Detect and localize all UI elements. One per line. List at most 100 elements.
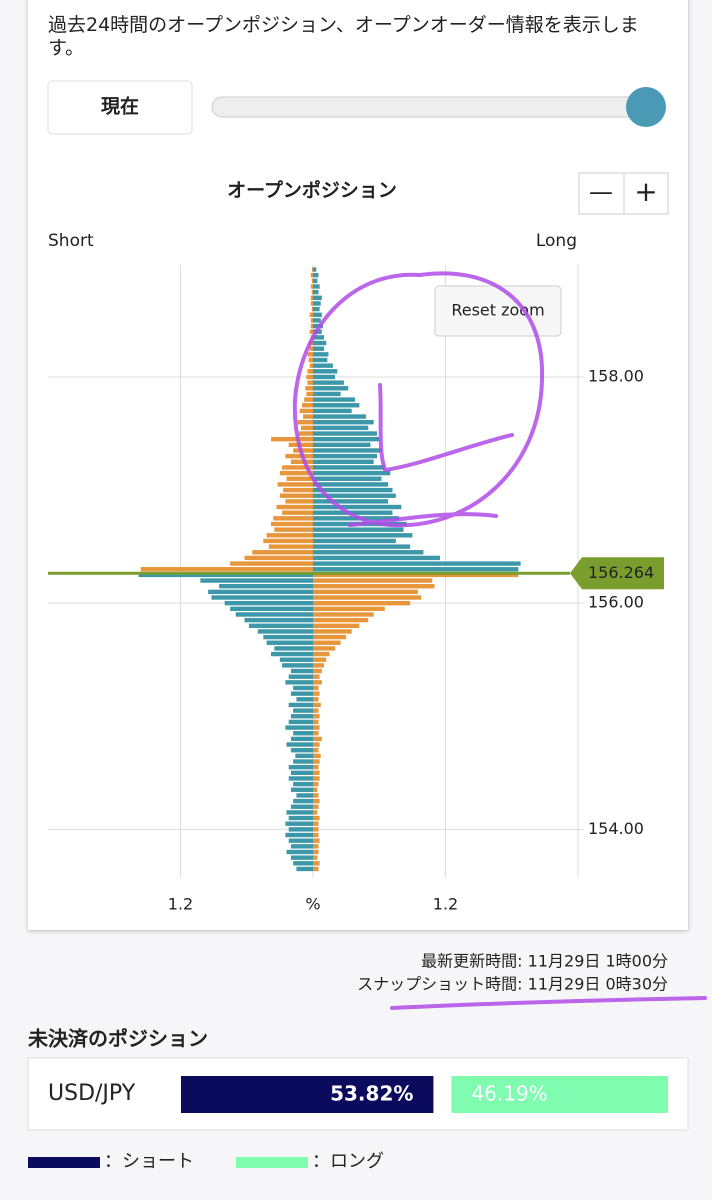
bar bbox=[313, 561, 521, 566]
snapshot-time: スナップショット時間: 11月29日 0時30分 bbox=[357, 975, 668, 994]
description: 過去24時間のオープンポジション、オープンオーダー情報を表示します。 bbox=[48, 14, 639, 59]
bar bbox=[313, 651, 330, 657]
bar bbox=[313, 397, 355, 402]
bar bbox=[313, 804, 319, 809]
bar bbox=[286, 476, 313, 481]
bar bbox=[283, 487, 313, 493]
bar bbox=[271, 436, 313, 442]
bar bbox=[313, 499, 389, 504]
bar bbox=[313, 759, 320, 764]
bar bbox=[313, 770, 320, 776]
bar bbox=[313, 510, 393, 515]
bar bbox=[290, 787, 313, 792]
zoom-in-button[interactable] bbox=[623, 172, 669, 215]
bar bbox=[313, 504, 402, 510]
bar bbox=[313, 674, 320, 679]
bar bbox=[313, 301, 321, 306]
bar bbox=[274, 527, 313, 532]
bar bbox=[293, 731, 313, 736]
bar bbox=[313, 680, 322, 685]
bar bbox=[271, 521, 313, 527]
bar bbox=[288, 702, 313, 708]
zoom-out-button[interactable] bbox=[578, 172, 625, 215]
bar bbox=[311, 278, 313, 284]
bar bbox=[290, 855, 313, 860]
bar bbox=[313, 578, 433, 583]
bar bbox=[313, 448, 382, 453]
bar bbox=[313, 600, 411, 606]
bar bbox=[313, 487, 393, 493]
bar bbox=[313, 352, 329, 357]
bar bbox=[313, 420, 374, 425]
legend-label: ：ロング bbox=[312, 1151, 384, 1172]
bar bbox=[268, 544, 313, 549]
y-tick-label: 158.00 bbox=[588, 366, 644, 385]
bar bbox=[285, 832, 313, 838]
bar bbox=[263, 538, 313, 544]
slider-track[interactable] bbox=[211, 96, 663, 118]
bar bbox=[290, 804, 313, 809]
bar bbox=[305, 386, 313, 391]
bar bbox=[313, 318, 321, 323]
bar bbox=[313, 787, 318, 792]
bar bbox=[313, 702, 321, 708]
bar bbox=[219, 584, 313, 589]
bar bbox=[313, 436, 380, 442]
bar bbox=[293, 798, 313, 804]
bar bbox=[313, 572, 519, 578]
bar bbox=[309, 346, 313, 351]
bar bbox=[297, 420, 313, 425]
bar bbox=[313, 482, 389, 487]
slider-knob[interactable] bbox=[626, 87, 666, 127]
bar bbox=[301, 403, 313, 408]
bar bbox=[290, 844, 313, 849]
bar bbox=[293, 685, 313, 691]
bar bbox=[313, 634, 347, 640]
bar bbox=[288, 838, 313, 843]
bar bbox=[313, 697, 319, 702]
bar bbox=[313, 844, 319, 849]
bar bbox=[306, 391, 313, 397]
bar bbox=[277, 482, 313, 487]
bar bbox=[313, 657, 327, 662]
bar bbox=[313, 306, 320, 312]
bar bbox=[295, 753, 313, 759]
bar bbox=[286, 742, 313, 747]
bar bbox=[313, 544, 411, 549]
bar bbox=[138, 572, 313, 578]
bar bbox=[313, 640, 341, 645]
bar bbox=[306, 374, 313, 380]
position-label: 46.19% bbox=[471, 1082, 547, 1106]
bar bbox=[313, 606, 385, 612]
y-tick-label: 156.00 bbox=[588, 593, 644, 612]
bar bbox=[313, 346, 325, 351]
bar bbox=[293, 708, 313, 713]
bar bbox=[288, 827, 313, 832]
bar bbox=[313, 267, 317, 272]
bar bbox=[313, 380, 344, 385]
bar bbox=[310, 295, 313, 300]
bar bbox=[313, 827, 319, 832]
bar bbox=[309, 312, 313, 317]
bar bbox=[266, 533, 313, 538]
now-button[interactable] bbox=[47, 80, 193, 135]
bar bbox=[313, 567, 519, 572]
bar bbox=[313, 815, 320, 821]
bar bbox=[313, 533, 413, 538]
bar bbox=[313, 476, 382, 481]
bar bbox=[313, 312, 322, 317]
bar bbox=[313, 725, 320, 730]
bar bbox=[313, 861, 320, 866]
bar bbox=[313, 272, 319, 278]
bar bbox=[310, 318, 313, 323]
bar bbox=[313, 284, 320, 289]
bar bbox=[310, 284, 313, 289]
bar bbox=[313, 810, 318, 815]
bar bbox=[313, 753, 321, 759]
bar bbox=[313, 369, 338, 374]
bar bbox=[288, 776, 313, 781]
legend-label: ：ショート bbox=[104, 1151, 194, 1172]
bar bbox=[313, 623, 360, 628]
